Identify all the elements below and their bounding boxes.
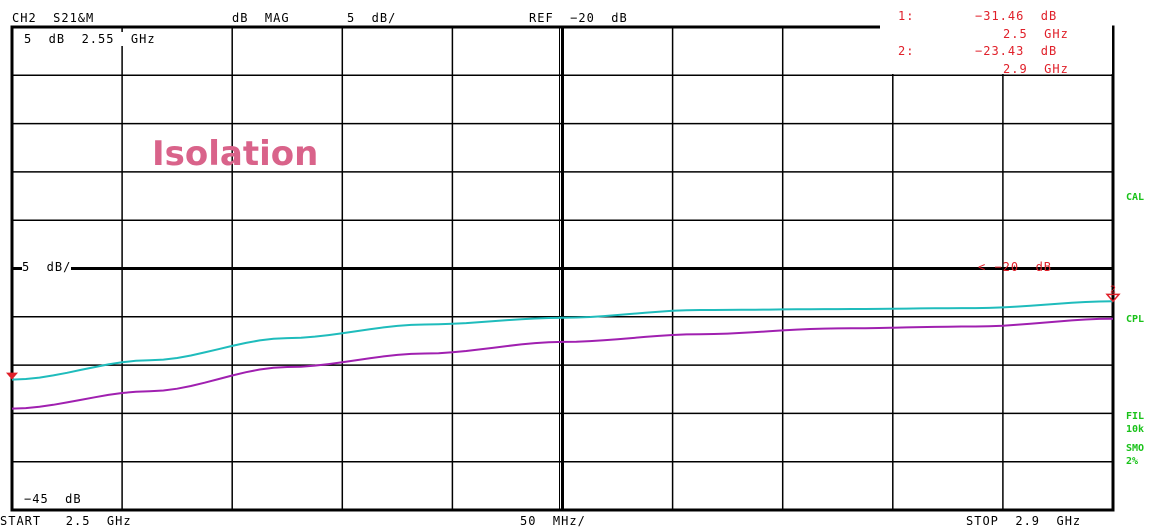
isolation-annotation: Isolation: [152, 134, 319, 174]
scale-per-div-text: 5 dB/: [22, 260, 72, 274]
trace-lower: [11, 317, 1114, 410]
ref-label: REF −20 dB: [529, 11, 628, 25]
cal-indicator: CAL: [1126, 192, 1145, 203]
channel-label: CH2 S21&M: [12, 11, 95, 25]
marker-2-value: −23.43 dB: [975, 44, 1058, 58]
bottom-scale-text: −45 dB: [24, 492, 82, 506]
cpl-indicator: CPL: [1126, 314, 1145, 325]
top-left-scale-text: 5 dB 2.55 GHz: [24, 32, 156, 46]
filter-bandwidth: 10k: [1126, 424, 1145, 435]
marker-1-label: 1:: [898, 9, 915, 23]
marker-2-tag: 2: [1110, 284, 1116, 295]
smoothing-value: 2%: [1126, 456, 1139, 467]
format-label: dB MAG: [232, 11, 290, 25]
filter-indicator: FIL: [1126, 411, 1145, 422]
start-frequency: START 2.5 GHz: [0, 514, 132, 528]
smoothing-indicator: SMO: [1126, 443, 1145, 454]
scale-label: 5 dB/: [347, 11, 397, 25]
marker-1-value: −31.46 dB: [975, 9, 1058, 23]
ref-level-indicator: < −20 dB: [978, 260, 1053, 274]
marker-2-freq: 2.9 GHz: [1003, 62, 1069, 76]
marker-2-icon: [1105, 293, 1121, 303]
trace-upper: [11, 300, 1114, 381]
marker-1-freq: 2.5 GHz: [1003, 27, 1069, 41]
stop-frequency: STOP 2.9 GHz: [966, 514, 1082, 528]
span-per-division: 50 MHz/: [520, 514, 586, 528]
marker-2-label: 2:: [898, 44, 915, 58]
marker-readout-panel: [880, 0, 1112, 74]
marker-1-icon: [6, 372, 18, 380]
